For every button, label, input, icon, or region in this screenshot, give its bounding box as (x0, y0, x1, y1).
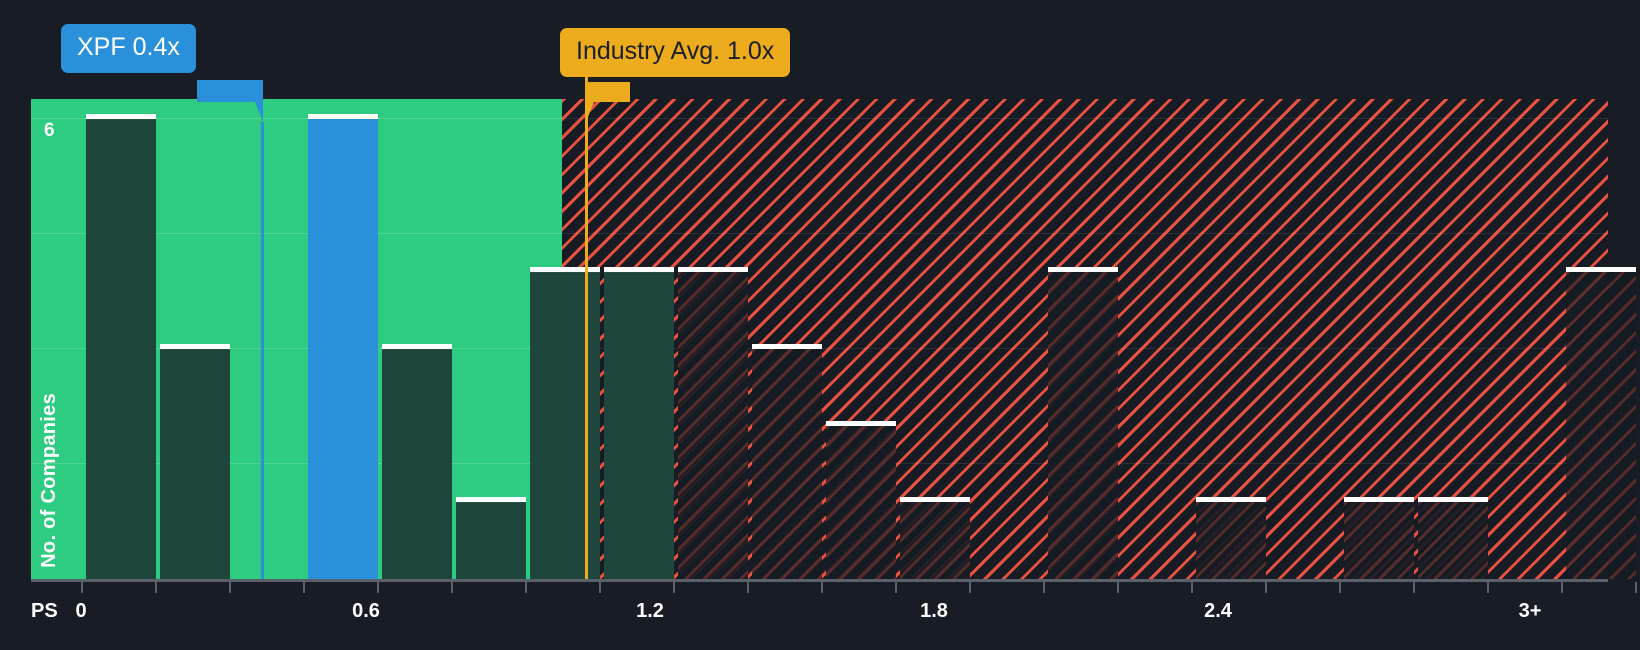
bar-cap (1418, 497, 1488, 503)
bar[interactable] (308, 113, 378, 579)
x-axis-tick (303, 582, 305, 593)
gridline-3 (31, 348, 562, 349)
bar-cap (86, 113, 156, 119)
x-axis-tick (155, 582, 157, 593)
bar-cap (604, 267, 674, 273)
x-axis-tick (599, 582, 601, 593)
bar[interactable] (1196, 497, 1266, 579)
x-axis-tick (1561, 582, 1563, 593)
bar-cap (382, 343, 452, 349)
x-axis-tick (1043, 582, 1045, 593)
bar[interactable] (752, 343, 822, 579)
company-marker-line (261, 122, 264, 579)
x-axis-tick (1487, 582, 1489, 593)
bar-cap (1344, 497, 1414, 503)
x-axis-tick (1339, 582, 1341, 593)
company-callout-tail (197, 80, 277, 126)
x-axis-tick (1191, 582, 1193, 593)
company-callout: XPF 0.4x (61, 24, 196, 73)
bar-cap (900, 497, 970, 503)
x-axis-tick (1413, 582, 1415, 593)
x-axis-tick (1117, 582, 1119, 593)
bar[interactable] (1344, 497, 1414, 579)
bar-cap (752, 343, 822, 349)
bar[interactable] (604, 267, 674, 579)
bar-cap (678, 267, 748, 273)
gridline-6 (562, 118, 1608, 119)
x-axis-tick (525, 582, 527, 593)
x-axis-tick (377, 582, 379, 593)
bar[interactable] (382, 343, 452, 579)
x-axis-tick (969, 582, 971, 593)
y-axis-title: No. of Companies (38, 393, 60, 568)
x-axis-label: 0 (75, 600, 87, 622)
gridline-1-5 (31, 463, 562, 464)
x-axis-tick (895, 582, 897, 593)
x-axis-tick (673, 582, 675, 593)
x-axis-label: 2.4 (1204, 600, 1232, 622)
bar-cap (456, 497, 526, 503)
bar-cap (826, 420, 896, 426)
x-axis-tick (81, 582, 83, 593)
x-axis-line (31, 579, 1608, 582)
bar[interactable] (456, 497, 526, 579)
gridline-4-5 (562, 233, 1608, 234)
gridline-6 (31, 118, 562, 119)
x-axis-tick (821, 582, 823, 593)
gridline-4-5 (31, 233, 562, 234)
x-axis-tick (451, 582, 453, 593)
x-axis-tick (1635, 582, 1637, 593)
industry-callout-tail (560, 82, 640, 128)
x-axis-tick (1265, 582, 1267, 593)
plot-area (31, 99, 1636, 579)
bar[interactable] (1418, 497, 1488, 579)
bar-cap (308, 113, 378, 119)
x-axis-label: 3+ (1518, 600, 1542, 622)
x-axis-tick (229, 582, 231, 593)
x-axis-prefix-label: PS (31, 600, 58, 622)
bar-cap (530, 267, 600, 273)
bar-cap (1048, 267, 1118, 273)
x-axis-label: 1.2 (636, 600, 664, 622)
bar[interactable] (160, 343, 230, 579)
x-axis-label: 0.6 (352, 600, 380, 622)
bar-cap (160, 343, 230, 349)
x-axis-tick (747, 582, 749, 593)
y-tick-label-6: 6 (44, 120, 55, 141)
bar-cap (1196, 497, 1266, 503)
bar[interactable] (86, 113, 156, 579)
bar[interactable] (530, 267, 600, 579)
bar[interactable] (1048, 267, 1118, 579)
bar[interactable] (826, 420, 896, 579)
bar[interactable] (678, 267, 748, 579)
x-axis-label: 1.8 (920, 600, 948, 622)
industry-marker-line (585, 60, 588, 579)
bar[interactable] (900, 497, 970, 579)
bar[interactable] (1566, 267, 1636, 579)
bar-cap (1566, 267, 1636, 273)
industry-callout: Industry Avg. 1.0x (560, 28, 791, 77)
